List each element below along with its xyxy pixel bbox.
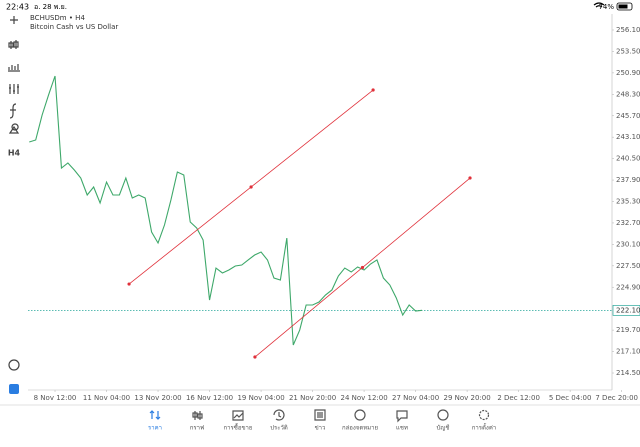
tab-label[interactable]: กล่องจดหมาย	[342, 425, 378, 432]
tab-icon[interactable]	[273, 409, 285, 421]
objects-icon[interactable]	[8, 123, 20, 134]
tab-icon[interactable]	[478, 409, 490, 421]
tab-label[interactable]: บัญชี	[437, 424, 450, 432]
function-icon[interactable]	[9, 103, 17, 119]
x-tick-label: 2 Dec 12:00	[497, 394, 540, 402]
y-tick-label: 250.90	[616, 69, 640, 77]
tab-icon[interactable]	[192, 411, 203, 420]
y-tick-label: 237.90	[616, 176, 640, 184]
left-toolbar: H4	[8, 16, 21, 394]
trendline-point	[468, 176, 472, 180]
x-tick-label: 8 Nov 12:00	[34, 394, 77, 402]
tab-icon[interactable]	[232, 410, 244, 421]
x-tick-label: 13 Nov 20:00	[134, 394, 181, 402]
trendline-midpoint	[360, 265, 365, 270]
trendline-midpoint	[249, 185, 253, 189]
y-tick-label: 245.70	[616, 112, 640, 120]
y-tick-label: 214.50	[616, 369, 640, 377]
y-tick-label: 248.30	[616, 90, 640, 98]
x-tick-label: 24 Nov 12:00	[340, 394, 387, 402]
tab-icon[interactable]	[149, 410, 161, 420]
trendline-point	[253, 355, 257, 359]
tab-label[interactable]: การตั้งค่า	[472, 422, 496, 432]
candles-icon[interactable]	[8, 40, 19, 49]
x-tick-label: 16 Nov 12:00	[186, 394, 233, 402]
y-tick-label: 227.50	[616, 262, 640, 270]
tab-label[interactable]: ประวัติ	[270, 425, 288, 432]
x-tick-label: 5 Dec 04:00	[549, 394, 592, 402]
chart-subtitle: Bitcoin Cash vs US Dollar	[30, 23, 118, 31]
status-time: 22:43	[6, 3, 29, 12]
tab-icon[interactable]	[314, 409, 326, 421]
battery-text: 74%	[598, 3, 614, 11]
current-price-label: 222.10	[616, 306, 640, 314]
x-tick-label: 19 Nov 04:00	[237, 394, 284, 402]
y-tick-label: 253.50	[616, 47, 640, 55]
wifi-icon	[593, 2, 605, 8]
app-icon[interactable]	[9, 384, 19, 394]
y-tick-label: 224.90	[616, 283, 640, 291]
indicators-icon[interactable]	[8, 64, 20, 72]
tab-icons	[149, 409, 490, 423]
crosshair-icon[interactable]	[10, 16, 18, 24]
y-tick-label: 230.10	[616, 240, 640, 248]
x-tick-label: 29 Nov 20:00	[444, 394, 491, 402]
tab-label[interactable]: ข่าว	[315, 425, 326, 432]
y-tick-label: 256.10	[616, 26, 640, 34]
trendline-point	[127, 282, 131, 286]
timeframe[interactable]: H4	[8, 149, 21, 158]
history-icon[interactable]	[8, 359, 20, 371]
x-tick-label: 7 Dec 20:00	[595, 394, 638, 402]
chart-title: BCHUSDm • H4	[30, 14, 85, 22]
tab-icon[interactable]	[396, 410, 408, 423]
battery-icon	[616, 2, 633, 11]
status-date: อ. 28 พ.ย.	[34, 3, 67, 11]
price-line	[29, 75, 423, 346]
x-tick-label: 21 Nov 20:00	[289, 394, 336, 402]
y-tick-label: 219.70	[616, 326, 640, 334]
trendline-point	[371, 88, 375, 92]
x-tick-label: 27 Nov 04:00	[392, 394, 439, 402]
y-tick-label: 232.70	[616, 219, 640, 227]
tab-label[interactable]: การซื้อขาย	[224, 422, 253, 432]
tab-icon[interactable]	[437, 409, 449, 421]
tab-label[interactable]: ราคา	[148, 425, 162, 432]
current-price-box	[612, 304, 640, 316]
tab-label[interactable]: กราฟ	[190, 425, 204, 432]
y-tick-label: 243.10	[616, 133, 640, 141]
battery-level	[618, 4, 628, 9]
settings-icon[interactable]	[9, 84, 19, 94]
x-tick-label: 11 Nov 04:00	[83, 394, 130, 402]
tab-label[interactable]: แชท	[396, 425, 408, 432]
y-tick-label: 217.10	[616, 348, 640, 356]
y-tick-label: 235.30	[616, 198, 640, 206]
tab-icon[interactable]	[354, 409, 366, 421]
y-tick-label: 240.50	[616, 155, 640, 163]
